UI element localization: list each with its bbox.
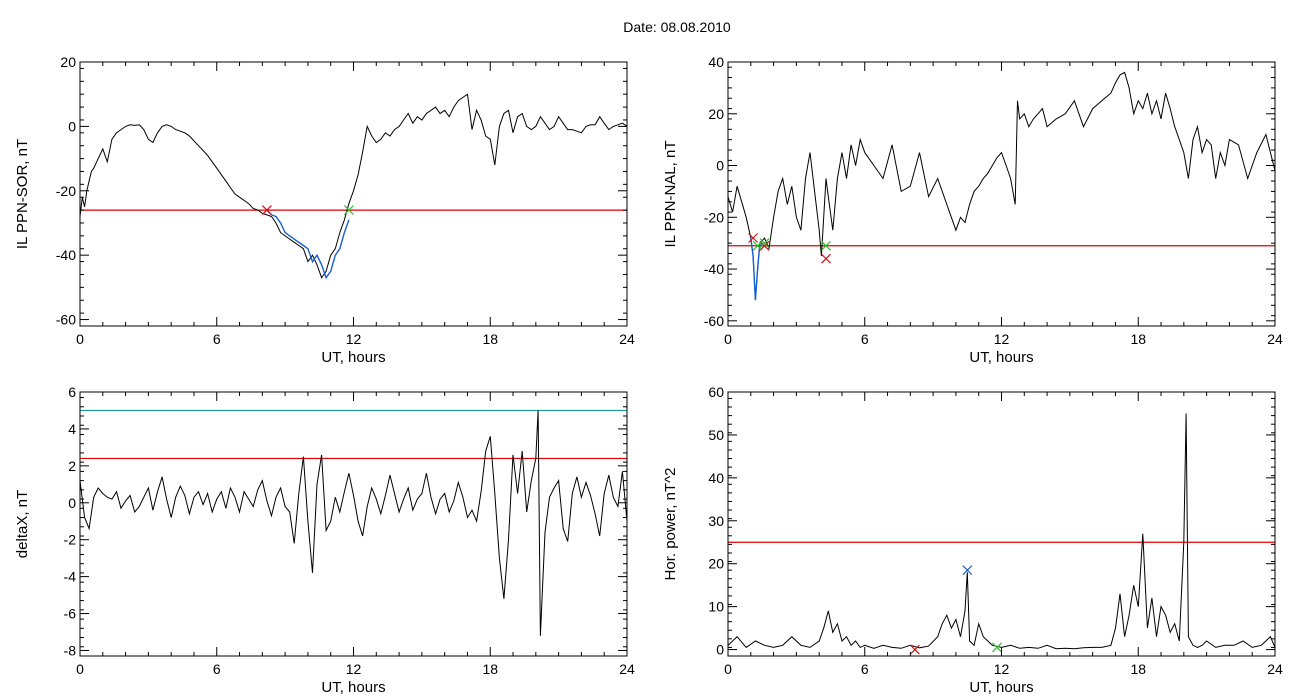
x-tick-label: 18 [482,661,498,677]
event-marker [748,233,758,243]
x-tick-label: 24 [1267,661,1283,677]
x-tick-label: 18 [482,331,498,347]
marker-stroke [748,233,758,243]
chart-panel-sor: 0 6 12 18 24 -60 -40 -20 0 20 UT, hours IL PPN-SOR,… [14,54,635,366]
x-axis-title: UT, hours [321,349,385,366]
y-tick-label: 20 [60,54,76,70]
marker-stroke [821,253,831,264]
marker-stroke [909,644,920,655]
x-tick-label: 18 [1130,331,1146,347]
marker-stroke [992,642,1002,653]
event-marker [759,238,770,249]
event-marker [909,644,920,655]
y-tick-label: 0 [68,118,76,134]
y-tick-label: -40 [704,261,724,277]
y-tick-label: -60 [56,312,76,328]
y-tick-label: 0 [716,642,724,658]
x-tick-label: 18 [1130,661,1146,677]
y-tick-label: 20 [708,556,724,572]
event-marker [821,253,831,264]
event-segment [266,209,350,280]
series-line [728,71,1275,301]
marker-stroke [759,238,770,249]
y-axis-title: deltaX, nT [14,490,31,558]
y-tick-label: 20 [708,106,724,122]
marker-stroke [261,205,272,216]
marker-stroke [962,565,973,576]
y-tick-label: -6 [64,606,77,622]
x-tick-label: 6 [861,331,869,347]
date-title: Date: 08.08.2010 [623,19,731,35]
y-tick-label: -60 [704,313,724,329]
x-tick-label: 24 [619,331,635,347]
x-tick-label: 6 [861,661,869,677]
event-segment [750,237,765,301]
plot-frame [79,391,628,657]
marker-stroke [752,240,763,251]
chart-panel-nal: 0 6 12 18 24 -60 -40 -20 0 20 40 UT, hours IL PPN-NA… [662,54,1283,366]
event-marker [752,240,763,251]
x-tick-label: 12 [994,331,1010,347]
y-tick-label: 10 [708,599,724,615]
plot-frame [79,61,628,327]
x-tick-label: 0 [76,331,84,347]
y-tick-label: -40 [56,247,76,263]
series-line [728,413,1275,650]
x-axis-title: UT, hours [969,349,1033,366]
x-tick-label: 24 [619,661,635,677]
y-tick-label: -20 [56,183,76,199]
y-tick-label: 6 [68,384,76,400]
x-axis-title: UT, hours [321,679,385,696]
marker-stroke [821,240,831,251]
event-marker [821,240,831,251]
event-marker [992,642,1002,653]
x-tick-label: 0 [724,661,732,677]
y-tick-label: 0 [68,495,76,511]
y-tick-label: 30 [708,513,724,529]
plot-frame [727,61,1276,327]
event-marker [962,565,973,576]
y-tick-label: -8 [64,642,77,658]
x-tick-label: 6 [213,331,221,347]
x-tick-label: 12 [346,331,362,347]
y-tick-label: 40 [708,54,724,70]
x-axis-title: UT, hours [969,679,1033,696]
y-tick-label: 2 [68,458,76,474]
x-tick-label: 12 [994,661,1010,677]
y-axis-title: Hor. power, nT^2 [662,468,679,581]
y-tick-label: -4 [64,569,77,585]
y-tick-label: 60 [708,384,724,400]
y-tick-label: 4 [68,421,76,437]
x-tick-label: 0 [724,331,732,347]
y-tick-label: 40 [708,470,724,486]
series-line [80,410,627,636]
plot-frame [727,391,1276,657]
x-tick-label: 12 [346,661,362,677]
y-tick-label: -20 [704,209,724,225]
y-tick-label: 50 [708,427,724,443]
event-marker [344,205,354,216]
y-tick-label: -2 [64,532,77,548]
series-line [80,93,627,279]
marker-stroke [344,205,354,216]
x-tick-label: 6 [213,661,221,677]
chart-panel-power: 0 6 12 18 24 0 10 20 30 40 50 60 UT, hours Hor. power… [662,384,1283,696]
y-tick-label: 0 [716,158,724,174]
event-marker [261,205,272,216]
y-axis-title: IL PPN-NAL, nT [662,141,679,248]
x-tick-label: 24 [1267,331,1283,347]
y-axis-title: IL PPN-SOR, nT [14,139,31,249]
x-tick-label: 0 [76,661,84,677]
